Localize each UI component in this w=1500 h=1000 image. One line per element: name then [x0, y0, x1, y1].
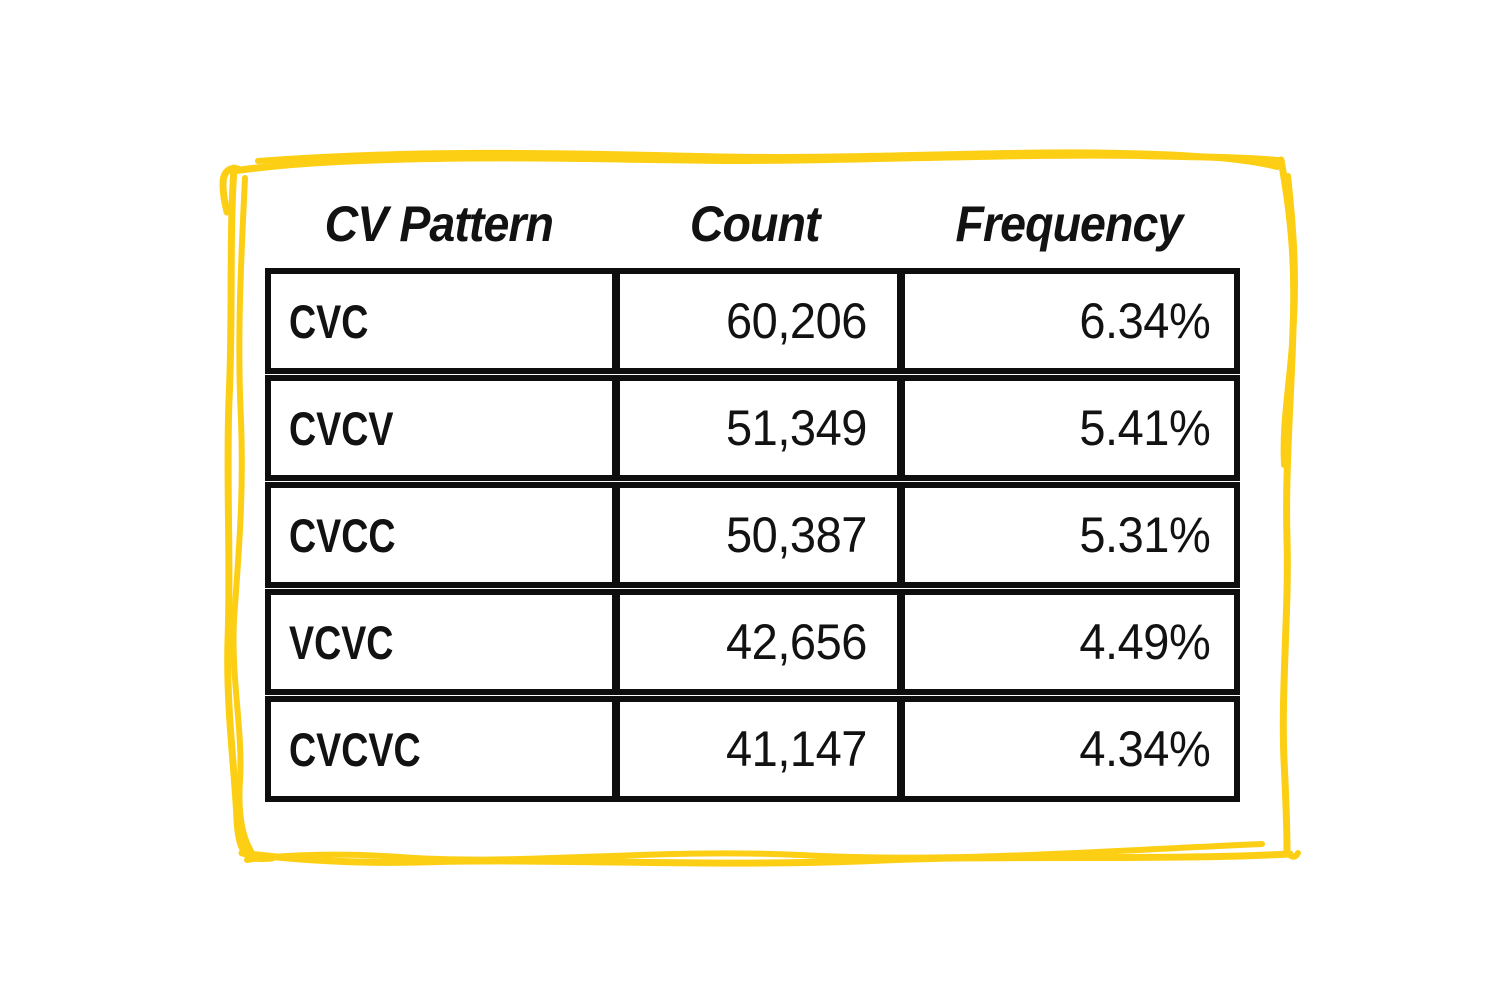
frame-bottom-stroke	[238, 849, 1294, 867]
frequency-value: 4.34%	[1079, 721, 1210, 777]
frame-bottom-stroke-2	[244, 841, 1265, 863]
header-count-label: Count	[689, 196, 821, 252]
frequency-value: 6.34%	[1079, 293, 1210, 349]
pattern-cell: CVCC	[271, 488, 612, 582]
frequency-cell: 5.41%	[897, 381, 1234, 475]
pattern-cell: CVCVC	[271, 702, 612, 796]
header-cv-pattern: CV Pattern	[265, 195, 612, 253]
count-value: 42,656	[726, 614, 867, 670]
count-cell: 42,656	[612, 595, 897, 689]
table-row: CVCV 51,349 5.41%	[265, 375, 1240, 481]
table-row: VCVC 42,656 4.49%	[265, 589, 1240, 695]
count-cell: 41,147	[612, 702, 897, 796]
count-value: 51,349	[726, 400, 867, 456]
frequency-value: 4.49%	[1079, 614, 1210, 670]
frequency-cell: 4.49%	[897, 595, 1234, 689]
pattern-label: CVCC	[289, 508, 396, 562]
table-row: CVCVC 41,147 4.34%	[265, 696, 1240, 802]
frequency-value: 5.41%	[1079, 400, 1210, 456]
pattern-cell: VCVC	[271, 595, 612, 689]
pattern-cell: CVCV	[271, 381, 612, 475]
count-value: 50,387	[726, 507, 867, 563]
count-cell: 60,206	[612, 274, 897, 368]
count-cell: 51,349	[612, 381, 897, 475]
cv-pattern-table: CVC 60,206 6.34% CVCV 51,349 5.41% CVCC	[265, 268, 1240, 803]
pattern-label: CVCVC	[289, 722, 421, 776]
header-frequency-label: Frequency	[955, 196, 1183, 252]
frame-top-stroke-2	[255, 149, 1280, 170]
frame-right-stroke-2	[1280, 173, 1298, 468]
pattern-label: CVCV	[289, 401, 394, 455]
header-cv-pattern-label: CV Pattern	[324, 196, 553, 252]
frame-corner-top-left	[219, 165, 242, 216]
pattern-cell: CVC	[271, 274, 612, 368]
pattern-label: VCVC	[289, 615, 394, 669]
pattern-label: CVC	[289, 294, 369, 348]
table-row: CVCC 50,387 5.31%	[265, 482, 1240, 588]
frequency-value: 5.31%	[1079, 507, 1210, 563]
frame-top-stroke	[229, 151, 1285, 175]
frame-corner-bottom-right	[1283, 849, 1301, 860]
frame-left-stroke-2	[230, 175, 254, 854]
header-frequency: Frequency	[897, 195, 1240, 253]
header-count: Count	[612, 195, 897, 253]
frequency-cell: 6.34%	[897, 274, 1234, 368]
count-value: 41,147	[726, 721, 867, 777]
frequency-cell: 4.34%	[897, 702, 1234, 796]
frame-right-stroke	[1277, 156, 1298, 857]
table-header-row: CV Pattern Count Frequency	[265, 192, 1240, 256]
frequency-cell: 5.31%	[897, 488, 1234, 582]
count-value: 60,206	[726, 293, 867, 349]
table-row: CVC 60,206 6.34%	[265, 268, 1240, 374]
count-cell: 50,387	[612, 488, 897, 582]
